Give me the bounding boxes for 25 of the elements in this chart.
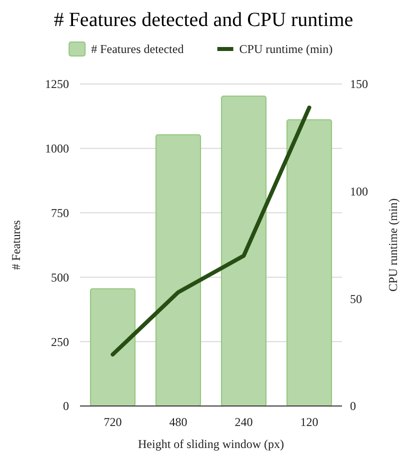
y2-tick-label: 150 — [350, 77, 368, 92]
y-tick-label: 500 — [51, 270, 69, 284]
y2-tick-label: 0 — [350, 399, 356, 414]
y2-tick-label: 50 — [350, 292, 362, 306]
y-axis-title: # Features — [9, 220, 23, 270]
bar — [90, 288, 136, 406]
bar — [155, 134, 202, 406]
y2-tick-label: 100 — [350, 184, 368, 199]
x-tick-label: 720 — [104, 415, 122, 429]
bar — [286, 119, 332, 406]
y-tick-label: 0 — [63, 399, 69, 414]
y-tick-label: 1000 — [45, 142, 69, 156]
y-tick-label: 1250 — [45, 77, 69, 92]
line-series — [110, 106, 312, 356]
x-tick-label: 120 — [300, 415, 318, 429]
y-tick-label: 250 — [51, 334, 69, 349]
x-tick-label: 240 — [234, 415, 253, 429]
y-tick-label: 750 — [51, 206, 69, 220]
legend-label: CPU runtime (min) — [239, 42, 333, 56]
chart-title: # Features detected and CPU runtime — [54, 9, 354, 31]
x-tick-label: 480 — [169, 415, 188, 429]
x-axis-title: Height of sliding window (px) — [138, 437, 284, 451]
legend-label: # Features detected — [91, 42, 184, 56]
y2-axis-title: CPU runtime (min) — [386, 198, 400, 292]
bar — [220, 96, 267, 406]
